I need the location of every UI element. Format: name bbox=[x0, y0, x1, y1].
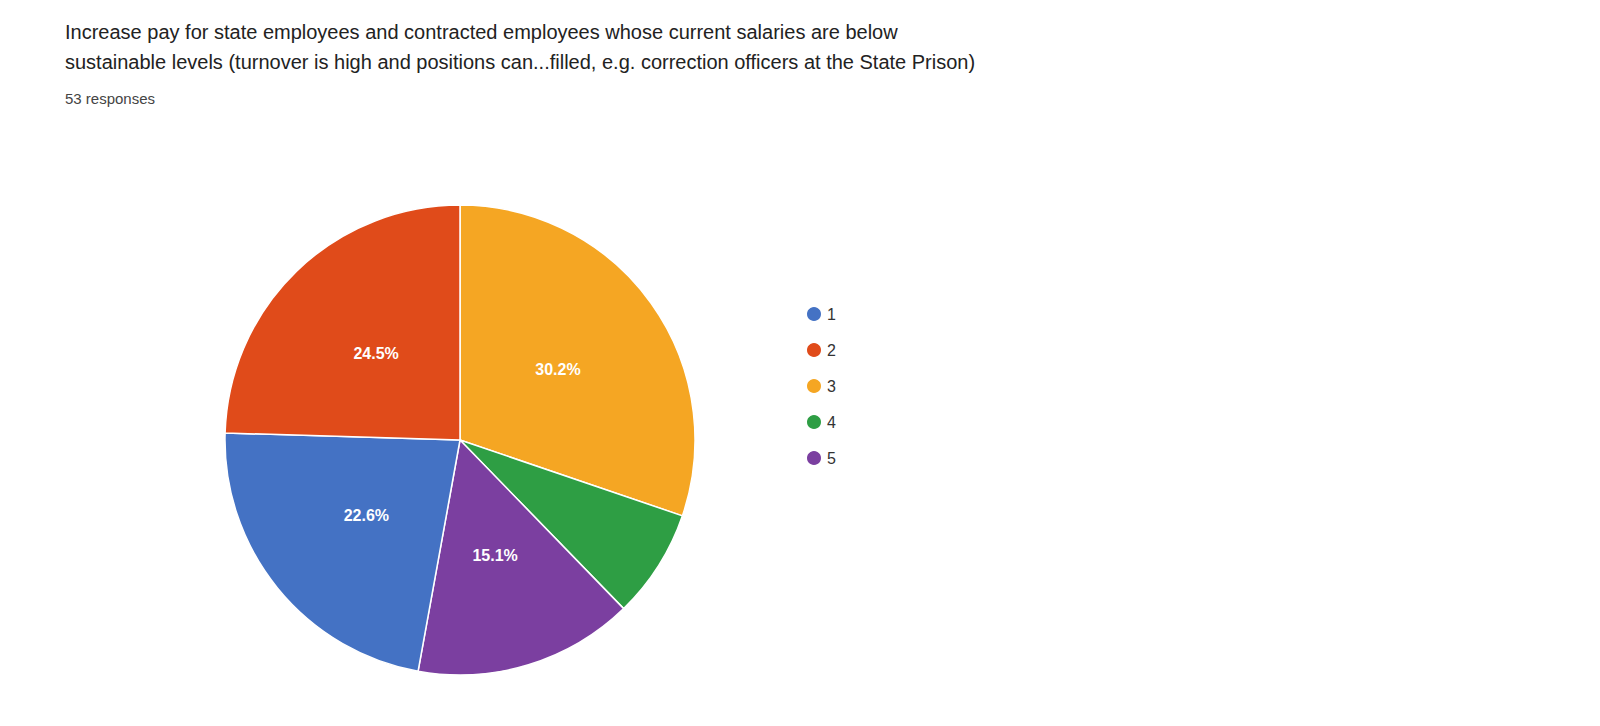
svg-text:Increase pay for state employe: Increase pay for state employees and con… bbox=[65, 21, 898, 43]
svg-text:53 responses: 53 responses bbox=[65, 90, 155, 107]
svg-text:24.5%: 24.5% bbox=[353, 345, 398, 362]
svg-text:2: 2 bbox=[827, 342, 836, 359]
svg-text:3: 3 bbox=[827, 378, 836, 395]
svg-text:4: 4 bbox=[827, 414, 836, 431]
svg-text:sustainable levels (turnover i: sustainable levels (turnover is high and… bbox=[65, 51, 975, 73]
svg-text:1: 1 bbox=[827, 306, 836, 323]
svg-text:15.1%: 15.1% bbox=[472, 547, 517, 564]
svg-text:22.6%: 22.6% bbox=[344, 507, 389, 524]
svg-text:5: 5 bbox=[827, 450, 836, 467]
svg-text:30.2%: 30.2% bbox=[535, 361, 580, 378]
